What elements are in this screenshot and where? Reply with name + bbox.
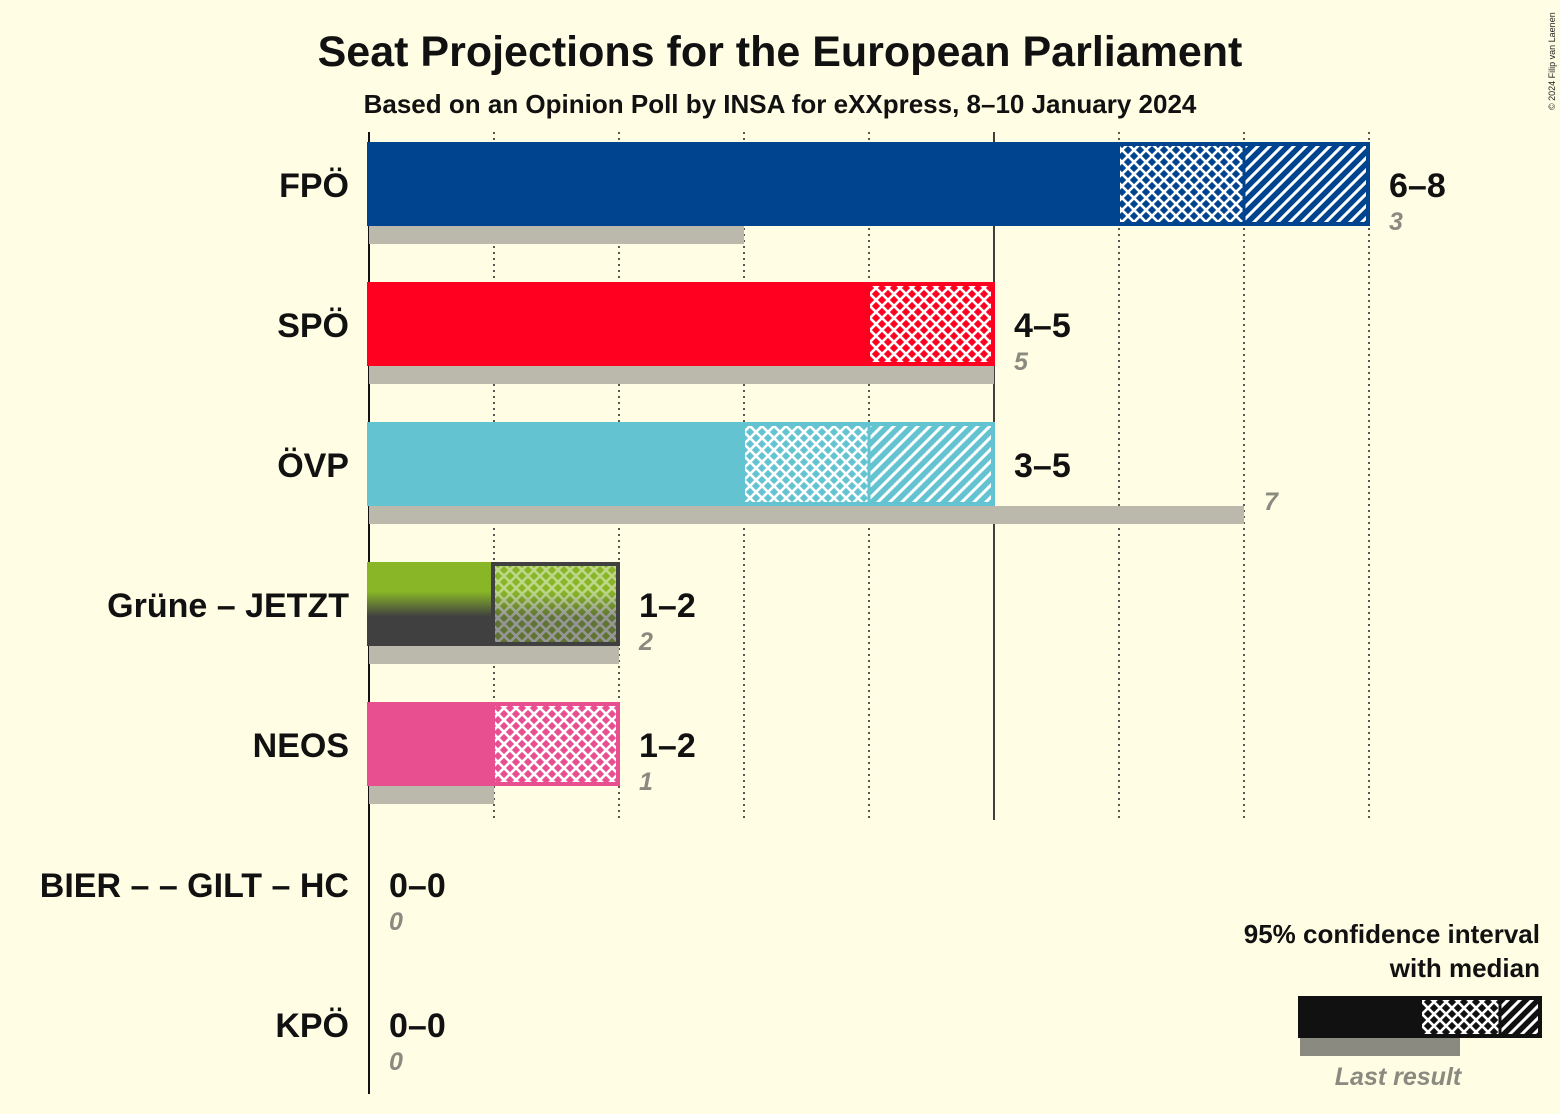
party-label: KPÖ — [275, 1007, 349, 1045]
legend-outline — [1418, 996, 1542, 1038]
party-label: Grüne – JETZT — [107, 587, 349, 625]
last-result-bar — [369, 506, 1244, 524]
party-row: Grüne – JETZT 1–2 2 — [107, 562, 696, 664]
last-result-bar — [369, 366, 994, 384]
ci-outline — [491, 702, 620, 786]
party-label: SPÖ — [277, 307, 349, 345]
ci-diagonal-segment — [869, 422, 994, 506]
last-result-bar — [369, 226, 744, 244]
ci-solid-bar — [367, 422, 744, 506]
copyright-note: © 2024 Filip van Laenen — [1547, 12, 1557, 110]
ci-crosshatch-segment — [494, 702, 619, 786]
party-label: BIER – – GILT – HC — [40, 867, 349, 905]
legend-title-line2: with median — [1389, 953, 1540, 983]
ci-crosshatch-shade — [494, 562, 619, 646]
legend-title-line1: 95% confidence interval — [1244, 919, 1540, 949]
range-label: 6–8 — [1389, 167, 1446, 205]
ci-outline — [866, 282, 995, 366]
ci-diagonal-segment — [1244, 142, 1369, 226]
ci-outline — [491, 562, 620, 646]
party-label: NEOS — [253, 727, 349, 765]
party-label: FPÖ — [279, 167, 349, 205]
last-result-label: 3 — [1389, 208, 1403, 236]
ci-solid-bar — [367, 282, 869, 366]
last-result-label: 2 — [638, 628, 653, 656]
last-result-bar — [369, 786, 494, 804]
ci-crosshatch-segment — [869, 282, 994, 366]
last-result-label: 0 — [389, 908, 403, 936]
range-label: 1–2 — [639, 587, 696, 625]
ci-solid-bar — [367, 142, 1119, 226]
party-label: ÖVP — [277, 447, 349, 485]
last-result-label: 7 — [1264, 488, 1279, 516]
last-result-label: 1 — [639, 768, 653, 796]
ci-crosshatch-segment — [1119, 142, 1244, 226]
party-row: SPÖ 4–5 5 — [277, 282, 1071, 384]
range-label: 3–5 — [1014, 447, 1071, 485]
last-result-label: 5 — [1014, 348, 1029, 376]
legend-last-result-bar — [1300, 1036, 1460, 1056]
chart-title: Seat Projections for the European Parlia… — [318, 28, 1243, 76]
party-row: NEOS 1–2 1 — [253, 702, 696, 804]
range-label: 0–0 — [389, 1007, 446, 1045]
legend-crosshatch — [1420, 996, 1500, 1038]
party-rows: FPÖ 6–8 3 SPÖ 4–5 5 ÖVP 3–5 7 Grüne – JETZT 1–2 2 NE… — [40, 142, 1446, 1076]
party-row: BIER – – GILT – HC 0–0 0 — [40, 867, 446, 936]
range-label: 4–5 — [1014, 307, 1071, 345]
last-result-label: 0 — [389, 1048, 403, 1076]
party-row: FPÖ 6–8 3 — [279, 142, 1446, 244]
legend: 95% confidence interval with median Last… — [1244, 919, 1542, 1091]
ci-crosshatch-segment — [744, 422, 869, 506]
party-row: ÖVP 3–5 7 — [277, 422, 1279, 524]
last-result-bar — [369, 646, 619, 664]
ci-solid-bar — [367, 702, 494, 786]
range-label: 1–2 — [639, 727, 696, 765]
ci-solid-bar — [367, 562, 494, 646]
legend-solid-bar — [1298, 996, 1420, 1038]
chart-subtitle: Based on an Opinion Poll by INSA for eXX… — [364, 89, 1197, 119]
range-label: 0–0 — [389, 867, 446, 905]
legend-last-result-label: Last result — [1335, 1063, 1463, 1091]
legend-diagonal — [1500, 996, 1540, 1038]
party-row: KPÖ 0–0 0 — [275, 1007, 445, 1076]
